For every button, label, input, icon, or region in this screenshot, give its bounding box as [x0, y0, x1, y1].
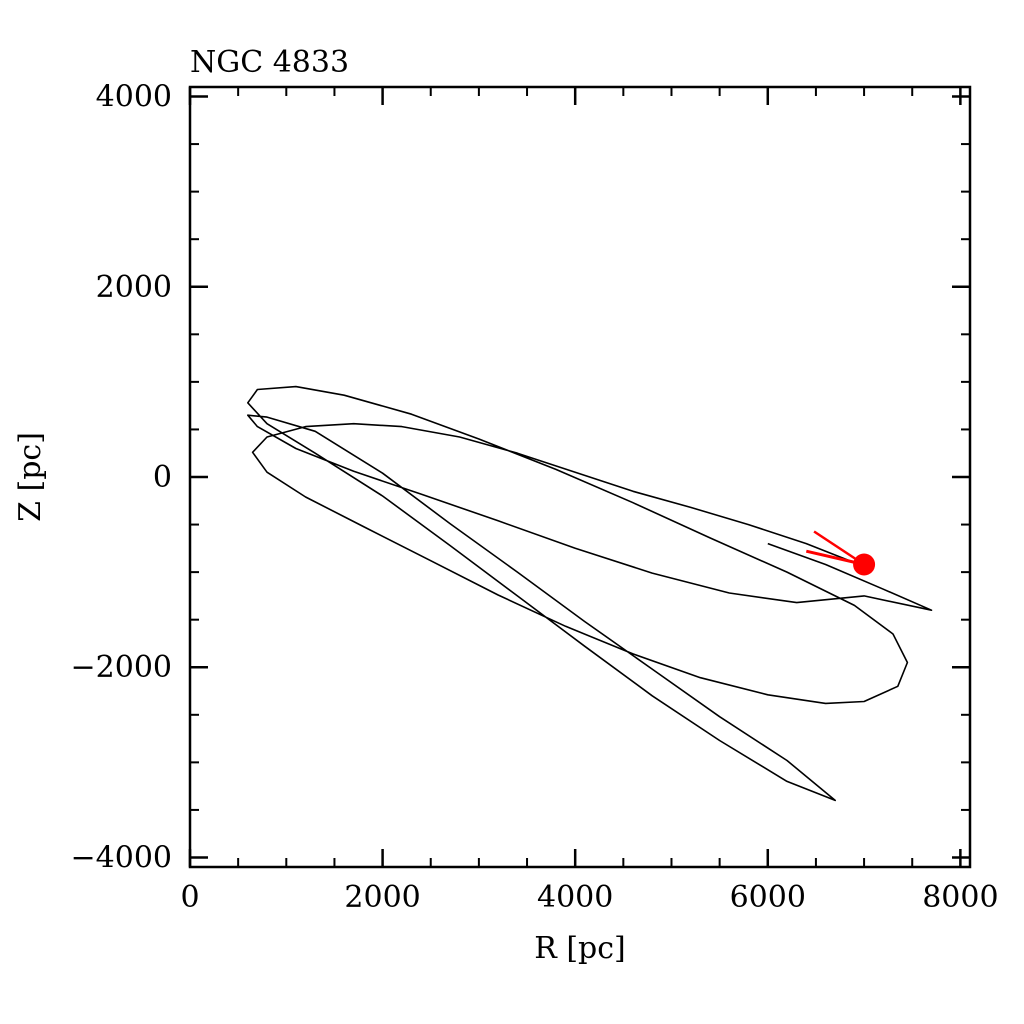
y-tick-label: 0 — [153, 460, 172, 495]
y-tick-label: −2000 — [71, 650, 172, 685]
y-tick-label: −4000 — [71, 840, 172, 875]
chart-axes: 0 2000 4000 6000 8000 −4000 −2000 0 2000 4000 — [71, 80, 999, 915]
x-tick-label: 0 — [180, 880, 199, 915]
y-tick-label: 2000 — [96, 270, 172, 305]
y-tick-label: 4000 — [96, 80, 172, 115]
current-position-marker — [853, 553, 876, 576]
plot-frame — [188, 85, 972, 869]
orbit-series-line — [247, 385, 933, 802]
y-axis-label: Z [pc] — [13, 432, 48, 522]
x-tick-label: 6000 — [730, 880, 806, 915]
chart-data-layer — [247, 385, 933, 802]
x-tick-label: 4000 — [537, 880, 613, 915]
chart-title: NGC 4833 — [190, 45, 349, 80]
x-tick-label: 8000 — [922, 880, 998, 915]
x-axis-label: R [pc] — [534, 931, 626, 966]
x-tick-label: 2000 — [344, 880, 420, 915]
